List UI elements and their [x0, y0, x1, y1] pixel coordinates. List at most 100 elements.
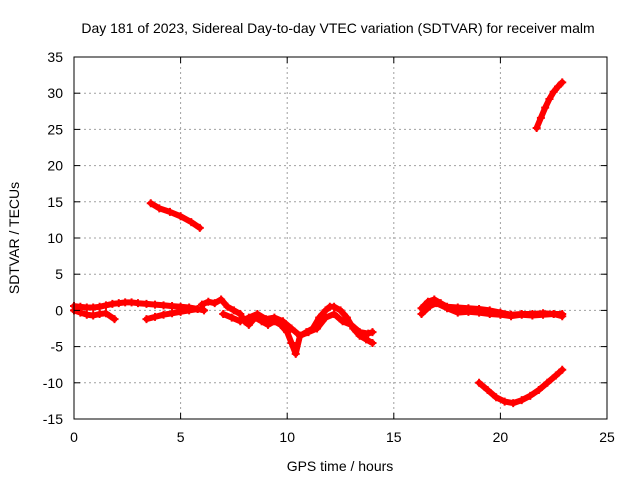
data-point: [553, 82, 562, 91]
data-point: [133, 299, 142, 308]
data-point: [558, 78, 567, 87]
data-point: [475, 308, 484, 317]
data-point: [89, 311, 98, 320]
series-arc-1: [70, 298, 209, 315]
data-point: [362, 335, 371, 344]
data-point: [534, 386, 543, 395]
y-tick-label: 30: [47, 85, 63, 101]
data-point: [159, 310, 168, 319]
data-point: [229, 306, 238, 315]
y-axis-label: SDTVAR / TECUs: [6, 182, 22, 294]
data-point: [200, 306, 209, 315]
data-point: [368, 328, 377, 337]
data-point: [151, 312, 160, 321]
data-point: [330, 310, 339, 319]
data-point: [155, 204, 164, 213]
data-point: [187, 218, 196, 227]
data-point: [244, 320, 253, 329]
data-point: [330, 302, 339, 311]
data-point: [364, 329, 373, 338]
data-point: [278, 317, 287, 326]
data-point: [539, 310, 548, 319]
data-point: [287, 338, 296, 347]
data-points: [70, 78, 567, 408]
data-point: [253, 310, 262, 319]
series-trace: [476, 366, 566, 407]
data-point: [76, 308, 85, 317]
data-point: [95, 302, 104, 311]
data-point: [545, 94, 554, 103]
data-point: [475, 378, 484, 387]
data-point: [217, 295, 226, 304]
y-tick-label: 5: [55, 266, 63, 282]
y-tick-label: -10: [43, 375, 63, 391]
data-point: [176, 212, 185, 221]
x-tick-label: 25: [599, 429, 615, 445]
data-point: [236, 317, 245, 326]
y-tick-label: 15: [47, 194, 63, 210]
data-point: [287, 324, 296, 333]
data-point: [558, 365, 567, 374]
data-point: [185, 306, 194, 315]
y-tick-label: 0: [55, 302, 63, 318]
data-point: [110, 315, 119, 324]
data-point: [336, 306, 345, 315]
data-point: [549, 87, 558, 96]
data-point: [432, 299, 441, 308]
data-point: [270, 313, 279, 322]
data-point: [176, 307, 185, 316]
data-point: [227, 313, 236, 322]
data-point: [295, 331, 304, 340]
data-point: [417, 310, 426, 319]
data-point: [223, 302, 232, 311]
x-axis-label: GPS time / hours: [287, 458, 394, 474]
data-point: [264, 320, 273, 329]
x-tick-label: 15: [386, 429, 402, 445]
data-point: [496, 310, 505, 319]
data-point: [347, 320, 356, 329]
series-arc-3: [142, 304, 202, 324]
series-arc-4: [197, 295, 377, 358]
series-arc-9: [475, 365, 567, 408]
data-point: [526, 391, 535, 400]
data-point: [464, 307, 473, 316]
grid: [74, 57, 607, 419]
x-tick-label: 0: [70, 429, 78, 445]
data-point: [168, 302, 177, 311]
data-point: [532, 123, 541, 132]
y-tick-label: 35: [47, 49, 63, 65]
data-point: [142, 315, 151, 324]
data-point: [549, 310, 558, 319]
data-point: [426, 302, 435, 311]
data-point: [304, 328, 313, 337]
data-point: [101, 309, 110, 318]
data-point: [197, 300, 206, 309]
data-point: [204, 297, 213, 306]
data-point: [159, 301, 168, 310]
axis-ticks: 0 5 10 15 20 25 -15 -10 -5 0 5 10 15 20 25 30 35: [43, 49, 615, 445]
data-point: [244, 313, 253, 322]
x-tick-label: 10: [279, 429, 295, 445]
series-arc-5: [219, 310, 377, 340]
data-point: [261, 315, 270, 324]
data-point: [517, 396, 526, 405]
data-point: [321, 306, 330, 315]
data-point: [541, 103, 550, 112]
data-point: [485, 310, 494, 319]
y-tick-label: 25: [47, 121, 63, 137]
data-point: [558, 312, 567, 321]
chart-title: Day 181 of 2023, Sidereal Day-to-day VTE…: [81, 20, 594, 36]
data-point: [536, 113, 545, 122]
data-point: [210, 299, 219, 308]
data-point: [355, 328, 364, 337]
data-point: [500, 397, 509, 406]
series-arc-10: [532, 78, 567, 132]
data-point: [321, 313, 330, 322]
y-tick-label: 20: [47, 158, 63, 174]
data-point: [528, 311, 537, 320]
data-point: [236, 310, 245, 319]
data-point: [193, 304, 202, 313]
data-point: [101, 301, 110, 310]
series-arc-6: [146, 199, 204, 232]
